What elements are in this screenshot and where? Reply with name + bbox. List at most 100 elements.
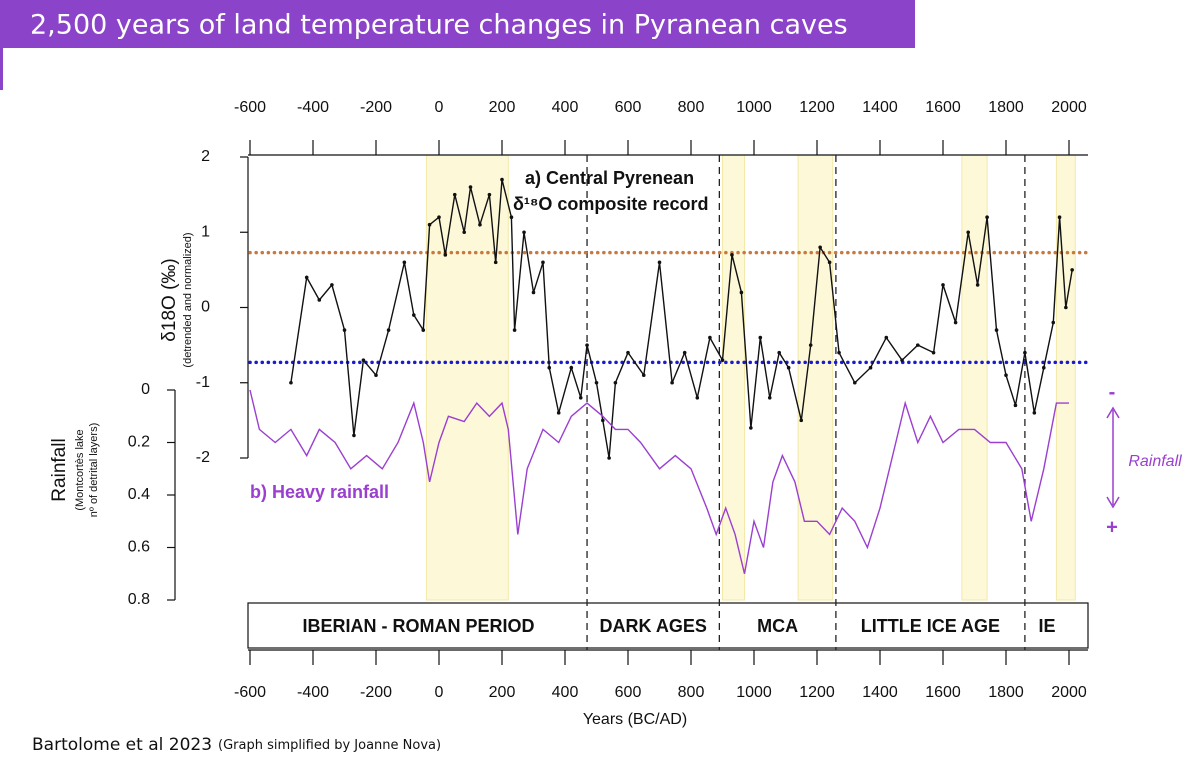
series-point: [487, 192, 492, 197]
x-tick-label: 1000: [736, 684, 772, 701]
series-point: [767, 396, 772, 400]
y-tick-label: -1: [196, 374, 210, 391]
series-point: [900, 358, 904, 362]
series-point: [386, 328, 391, 332]
annotation: b) Heavy rainfall: [250, 482, 389, 502]
x-tick-label: -600: [234, 684, 266, 701]
series-point: [500, 177, 504, 182]
series-point: [330, 283, 334, 287]
series-point: [531, 290, 536, 295]
x-tick-label: 800: [678, 684, 705, 701]
title-bar-edge: [0, 48, 3, 90]
series-point: [758, 335, 763, 340]
series-point: [289, 380, 293, 385]
x-tick-label: -400: [297, 99, 329, 116]
highlight-band: [722, 154, 746, 601]
series-point: [1004, 373, 1008, 378]
series-point: [641, 373, 646, 378]
series-point: [541, 260, 545, 265]
series-point: [1042, 365, 1046, 370]
series-point: [304, 275, 309, 280]
y2-tick-label: 0.6: [128, 539, 150, 556]
x-tick-label: 1400: [862, 99, 898, 116]
series-point: [607, 456, 611, 460]
y2-axis-label: Rainfall: [49, 438, 70, 501]
x-tick-label: 200: [489, 684, 516, 701]
series-point: [547, 365, 552, 370]
y-axis-label: δ18O (‰): [159, 258, 180, 341]
series-point: [853, 380, 857, 385]
series-point: [941, 283, 945, 287]
y-tick-label: -2: [196, 449, 210, 466]
series-point: [1051, 320, 1056, 325]
x-tick-label: 1600: [925, 684, 961, 701]
period-box: [247, 602, 1089, 649]
chart-title: 2,500 years of land temperature changes …: [30, 10, 848, 41]
series-point: [1013, 403, 1018, 408]
series-point: [720, 358, 725, 362]
annotation: a) Central Pyrenean: [525, 168, 694, 188]
series-point: [352, 433, 356, 438]
y2-tick-label: 0.4: [128, 486, 150, 503]
x-tick-label: 1400: [862, 684, 898, 701]
series-point: [884, 335, 889, 340]
x-tick-label: 2000: [1051, 684, 1087, 701]
series-point: [437, 215, 441, 219]
series-point: [427, 222, 432, 227]
series-point: [342, 328, 347, 332]
series-point: [1070, 268, 1074, 272]
annotation: δ¹⁸O composite record: [513, 194, 708, 214]
highlight-band: [961, 154, 988, 601]
series-point: [837, 350, 841, 355]
x-tick-label: 0: [435, 99, 444, 116]
highlight-band: [797, 154, 834, 601]
series-point: [777, 350, 781, 355]
y2-axis-sublabel: nº of detrital layers): [88, 423, 100, 518]
x-tick-label: 1000: [736, 99, 772, 116]
series-point: [478, 222, 482, 227]
series-point: [493, 260, 498, 265]
series-point: [657, 260, 662, 265]
y2-tick-label: 0: [141, 381, 150, 398]
series-point: [374, 373, 378, 378]
series-point: [412, 313, 416, 317]
series-point: [985, 215, 989, 219]
series-point: [966, 230, 970, 235]
series-point: [509, 215, 514, 219]
series-point: [730, 253, 734, 257]
x-tick-label: -200: [360, 684, 392, 701]
y2-axis-sublabel: (Montcortès lake: [74, 429, 86, 510]
y2-tick-label: 0.2: [128, 434, 150, 451]
source: Bartolome et al 2023 (Graph simplified by…: [32, 735, 441, 755]
series-point: [569, 365, 574, 370]
x-tick-label: 600: [615, 684, 642, 701]
x-tick-label: 2000: [1051, 99, 1087, 116]
period-label: LITTLE ICE AGE: [861, 616, 1000, 636]
series-point: [818, 245, 822, 250]
y-tick-label: 2: [201, 148, 210, 165]
series-point: [1032, 411, 1037, 415]
series-point: [827, 260, 832, 265]
series-point: [402, 260, 407, 265]
source-text: Bartolome et al 2023: [32, 735, 212, 755]
series-point: [626, 350, 630, 355]
series-point: [708, 335, 712, 340]
period-label: IE: [1038, 616, 1055, 636]
period-label: IBERIAN - ROMAN PERIOD: [303, 616, 535, 636]
annotation: -: [1109, 381, 1116, 403]
series-point: [994, 328, 999, 332]
series-point: [786, 365, 791, 370]
series-point: [868, 365, 873, 370]
series-point: [953, 320, 958, 325]
series-point: [1057, 215, 1062, 219]
x-tick-label: 800: [678, 99, 705, 116]
title-bar: [0, 0, 915, 48]
x-tick-label: 600: [615, 99, 642, 116]
series-point: [512, 328, 517, 332]
series-point: [468, 185, 473, 189]
series-point: [578, 396, 583, 400]
series-point: [808, 343, 813, 347]
x-tick-label: 1200: [799, 99, 835, 116]
annotation: Rainfall: [1128, 453, 1182, 470]
